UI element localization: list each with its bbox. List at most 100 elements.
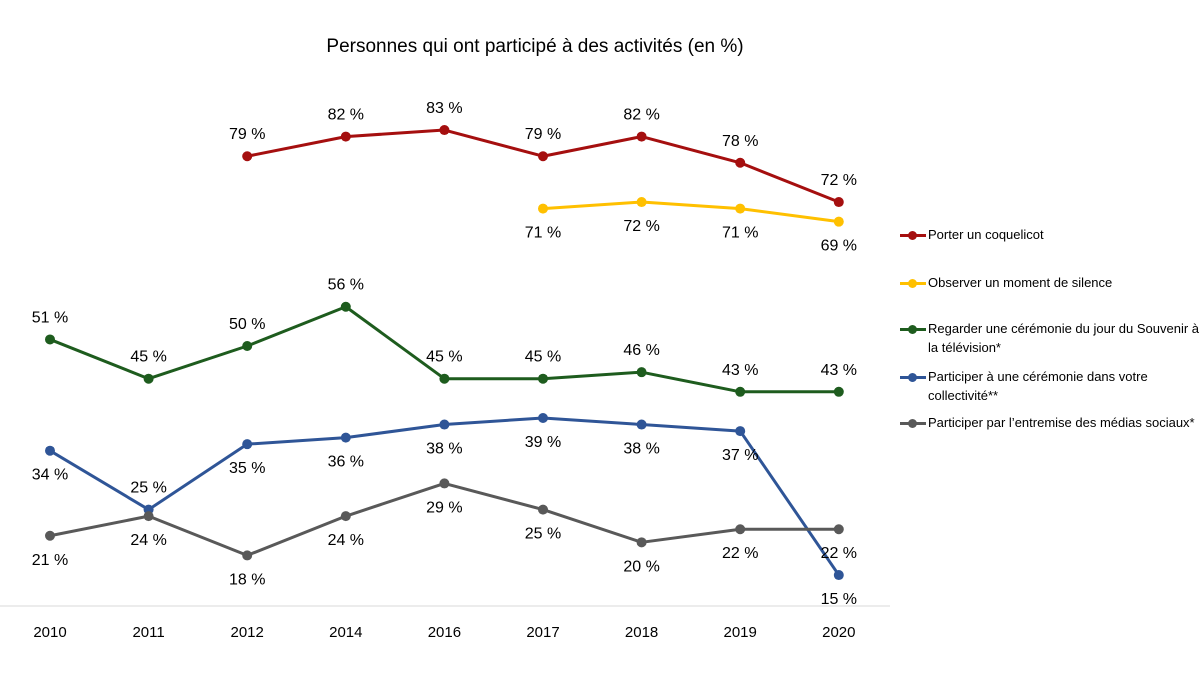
x-tick-label: 2011 xyxy=(132,624,164,641)
data-point xyxy=(833,197,844,208)
data-point xyxy=(143,373,154,384)
data-label: 72 % xyxy=(623,218,659,235)
data-point xyxy=(735,203,746,214)
data-label: 72 % xyxy=(821,172,857,189)
data-label: 82 % xyxy=(623,107,659,124)
legend-label: Regarder une cérémonie du jour du Souven… xyxy=(928,321,1200,355)
data-point xyxy=(636,131,647,142)
data-label: 43 % xyxy=(722,362,758,379)
data-label: 24 % xyxy=(328,532,364,549)
legend-label: Porter un coquelicot xyxy=(928,227,1044,242)
data-label: 39 % xyxy=(525,434,561,451)
data-label: 43 % xyxy=(821,362,857,379)
data-point xyxy=(143,511,154,522)
data-point xyxy=(833,216,844,227)
data-label: 38 % xyxy=(623,441,659,458)
legend-label: Participer à une cérémonie dans votre co… xyxy=(928,369,1148,403)
data-point xyxy=(242,341,253,351)
data-point xyxy=(242,151,253,162)
data-point xyxy=(439,125,450,136)
legend-swatch-icon xyxy=(900,322,926,336)
legend-swatch-icon xyxy=(900,416,926,430)
x-tick-label: 2019 xyxy=(724,624,757,641)
data-point xyxy=(439,373,450,384)
legend-item: Observer un moment de silence xyxy=(900,275,1200,292)
legend-item: Participer par l’entremise des médias so… xyxy=(900,415,1200,432)
data-point xyxy=(439,478,450,489)
data-point xyxy=(45,334,55,345)
data-point xyxy=(538,412,548,423)
data-point xyxy=(833,386,844,397)
x-tick-label: 2020 xyxy=(822,624,855,641)
data-label: 51 % xyxy=(32,309,68,326)
data-label: 45 % xyxy=(525,349,561,366)
chart-title: Personnes qui ont participé à des activi… xyxy=(326,36,744,57)
data-point xyxy=(439,419,450,430)
data-label: 83 % xyxy=(426,100,462,117)
data-point xyxy=(833,524,844,535)
series-line xyxy=(542,200,839,224)
data-label: 82 % xyxy=(328,107,364,124)
legend-swatch-icon xyxy=(900,370,926,384)
data-label: 25 % xyxy=(525,526,561,543)
data-point xyxy=(735,426,746,437)
data-label: 15 % xyxy=(821,591,857,608)
data-label: 29 % xyxy=(426,499,462,516)
data-label: 38 % xyxy=(426,441,462,458)
data-label: 22 % xyxy=(722,545,758,562)
data-label: 56 % xyxy=(328,277,364,294)
data-label: 69 % xyxy=(821,238,857,255)
data-point xyxy=(538,203,548,214)
data-point xyxy=(636,367,647,378)
data-label: 71 % xyxy=(722,225,758,242)
data-point xyxy=(340,131,351,142)
legend-item: Porter un coquelicot xyxy=(900,227,1200,244)
legend-item: Regarder une cérémonie du jour du Souven… xyxy=(900,321,1200,357)
data-label: 18 % xyxy=(229,571,265,588)
x-tick-label: 2012 xyxy=(231,624,264,641)
data-label: 79 % xyxy=(229,126,265,143)
data-point xyxy=(340,511,351,522)
data-label: 45 % xyxy=(426,349,462,366)
data-label: 71 % xyxy=(525,225,561,242)
data-label: 79 % xyxy=(525,126,561,143)
legend-swatch-icon xyxy=(900,276,926,290)
data-point xyxy=(340,432,351,443)
data-label: 21 % xyxy=(32,552,68,569)
data-label: 35 % xyxy=(229,460,265,477)
data-point xyxy=(636,197,647,208)
data-label: 45 % xyxy=(130,349,166,366)
data-point xyxy=(833,570,844,581)
x-tick-label: 2018 xyxy=(625,624,658,641)
data-point xyxy=(636,419,647,430)
data-point xyxy=(735,157,746,168)
x-tick-label: 2016 xyxy=(428,624,461,641)
data-label: 50 % xyxy=(229,316,265,333)
data-label: 25 % xyxy=(130,480,166,497)
legend-swatch-icon xyxy=(900,228,926,242)
data-point xyxy=(735,386,746,397)
x-tick-label: 2014 xyxy=(329,624,362,641)
data-label: 37 % xyxy=(722,447,758,464)
data-label: 24 % xyxy=(130,532,166,549)
data-point xyxy=(242,439,253,450)
data-label: 20 % xyxy=(623,558,659,575)
data-point xyxy=(735,524,746,535)
data-point xyxy=(538,504,548,515)
data-point xyxy=(45,445,55,456)
x-tick-label: 2010 xyxy=(33,624,66,641)
data-point xyxy=(340,301,351,312)
data-label: 46 % xyxy=(623,342,659,359)
data-point xyxy=(538,373,548,384)
series-line xyxy=(49,481,839,557)
legend-label: Participer par l’entremise des médias so… xyxy=(928,415,1195,430)
data-label: 34 % xyxy=(32,467,68,484)
data-label: 36 % xyxy=(328,454,364,471)
data-label: 78 % xyxy=(722,133,758,150)
legend-label: Observer un moment de silence xyxy=(928,275,1113,290)
legend-item: Participer à une cérémonie dans votre co… xyxy=(900,369,1200,405)
data-point xyxy=(538,151,548,162)
x-tick-label: 2017 xyxy=(526,624,559,641)
data-point xyxy=(242,550,253,561)
